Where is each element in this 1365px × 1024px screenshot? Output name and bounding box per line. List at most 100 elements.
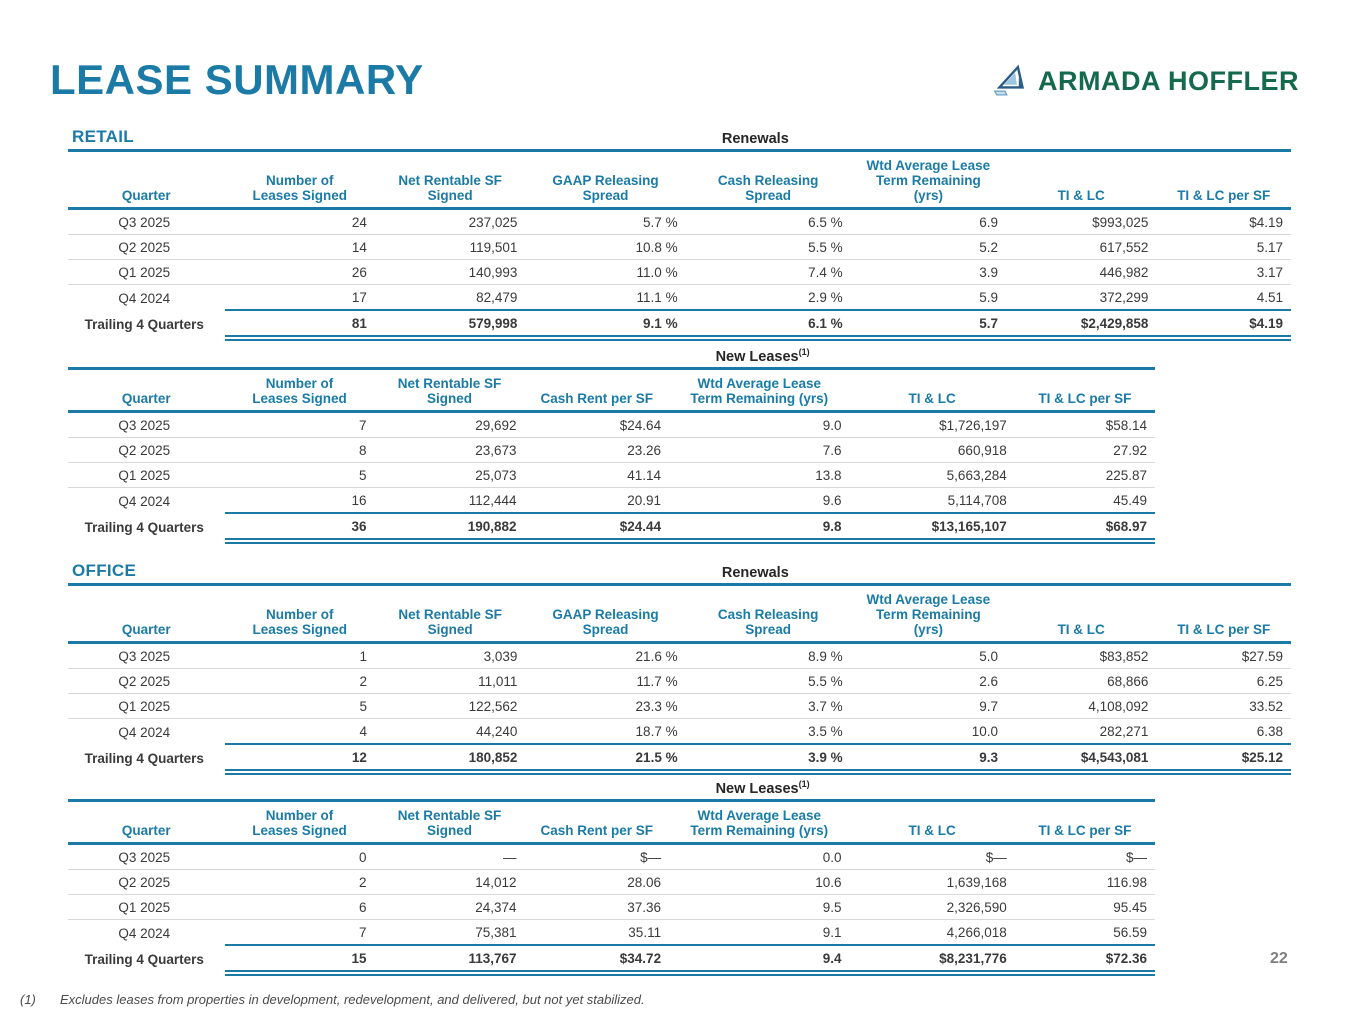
cell: 2.6 — [850, 668, 1006, 695]
table-row: Q1 2025 6 24,374 37.36 9.5 2,326,590 95.45 — [68, 894, 1155, 921]
header-row: Quarter Number of Leases Signed Net Rentab… — [68, 584, 1291, 645]
cell: Trailing 4 Quarters — [84, 751, 204, 767]
cell: Q4 2024 — [118, 290, 171, 306]
cell: 7 — [224, 919, 375, 946]
cell: 9.5 — [669, 894, 850, 921]
table-title-text: Renewals — [721, 131, 789, 147]
table-row: Q1 2025 5 25,073 41.14 13.8 5,663,284 225.87 — [68, 462, 1155, 489]
cell: $58.14 — [1014, 411, 1155, 439]
cell: $72.36 — [1014, 944, 1155, 977]
cell: 27.92 — [1014, 437, 1155, 464]
table-row: Q3 2025 0— $— 0.0 $— $— — [68, 843, 1155, 871]
cell: 5.2 — [850, 234, 1006, 261]
cell: 5.7 — [850, 309, 1006, 342]
cell: 16 — [224, 487, 375, 514]
cell: 68,866 — [1005, 668, 1157, 695]
column-header: Number of Leases Signed — [224, 150, 375, 211]
table-row: Q2 2025 2 11,011 11.7 % 5.5 % 2.6 68,866 6.25 — [68, 668, 1291, 695]
office-renewals-table: Quarter Number of Leases Signed Net Rentab… — [68, 583, 1291, 776]
section-label-retail: RETAIL — [72, 127, 134, 146]
table-row: Q3 2025 24 237,025 5.7 % 6.5 % 6.9 $993,025 $4.… — [68, 208, 1291, 236]
cell: 15 — [224, 944, 375, 977]
cell: 5.7 % — [525, 208, 686, 236]
table-row: Q4 2024 7 75,381 35.11 9.1 4,266,018 56.59 — [68, 919, 1155, 946]
cell: 282,271 — [1005, 718, 1157, 745]
section-label-office: OFFICE — [72, 561, 137, 580]
cell: 4.51 — [1156, 284, 1291, 311]
totals-row: Trailing 4 Quarters 36 190,882 $24.44 9.8 $13… — [68, 512, 1155, 545]
cell: $83,852 — [1005, 642, 1157, 670]
cell: Q1 2025 — [68, 259, 225, 286]
cell: $4.19 — [1156, 309, 1291, 342]
cell: 180,852 — [374, 743, 526, 776]
cell: 5.0 — [850, 642, 1006, 670]
header-row: Quarter Number of Leases Signed Net Rentab… — [68, 368, 1155, 414]
column-header: TI & LC — [849, 368, 1015, 414]
cell: 5.9 — [850, 284, 1006, 311]
cell: Q1 2025 — [68, 693, 225, 720]
cell: 446,982 — [1005, 259, 1157, 286]
cell: Q4 2024 — [118, 925, 171, 941]
logo-text: ARMADA HOFFLER — [1038, 65, 1299, 96]
table-row: Q3 2025 7 29,692 $24.64 9.0 $1,726,197 $58.14 — [68, 411, 1155, 439]
totals-row: Trailing 4 Quarters 12 180,852 21.5 % 3.9 % 9… — [68, 743, 1291, 776]
cell: 237,025 — [374, 208, 526, 236]
cell: $68.97 — [1014, 512, 1155, 545]
cell: $— — [849, 843, 1015, 871]
cell: 6 — [224, 894, 375, 921]
cell: 9.7 — [850, 693, 1006, 720]
office-renewals-section: OFFICE Renewals Quarter Number of Leases … — [68, 558, 1291, 776]
cell: 11.7 % — [525, 668, 686, 695]
table-row: Q2 2025 2 14,012 28.06 10.6 1,639,168 116.98 — [68, 869, 1155, 896]
cell: Q4 2024 — [118, 493, 171, 509]
table-row: Q3 2025 1 3,039 21.6 % 8.9 % 5.0 $83,852 $27.59 — [68, 642, 1291, 670]
table-row: Q1 2025 5 122,562 23.3 % 3.7 % 9.7 4,108,092 33… — [68, 693, 1291, 720]
cell: 0 — [224, 843, 375, 871]
cell: $993,025 — [1005, 208, 1157, 236]
column-header: Net Rentable SF Signed — [374, 584, 526, 645]
office-renewals-head: OFFICE Renewals — [68, 558, 1291, 583]
cell: 7.6 — [669, 437, 850, 464]
cell: 23,673 — [374, 437, 525, 464]
cell: 660,918 — [849, 437, 1015, 464]
cell: 6.5 % — [685, 208, 851, 236]
cell: $27.59 — [1156, 642, 1291, 670]
cell: 8.9 % — [685, 642, 851, 670]
cell: 28.06 — [524, 869, 670, 896]
cell: Q3 2025 — [68, 208, 225, 236]
cell: $25.12 — [1156, 743, 1291, 776]
cell: 25,073 — [374, 462, 525, 489]
cell: 579,998 — [374, 309, 526, 342]
cell: 5.17 — [1156, 234, 1291, 261]
cell: 1,639,168 — [849, 869, 1015, 896]
column-header: TI & LC per SF — [1014, 800, 1155, 846]
column-header: Quarter — [68, 150, 225, 211]
footnote-ref: (1) — [798, 347, 810, 358]
cell: 9.1 — [669, 919, 850, 946]
table-row: Q1 2025 26 140,993 11.0 % 7.4 % 3.9 446,982 3.1… — [68, 259, 1291, 286]
cell: 140,993 — [374, 259, 526, 286]
cell: 112,444 — [374, 487, 525, 514]
cell: Q2 2025 — [68, 869, 225, 896]
cell: 9.8 — [669, 512, 850, 545]
cell: 119,501 — [374, 234, 526, 261]
cell: 10.6 — [669, 869, 850, 896]
retail-new-leases-section: New Leases(1) Quarter Number of Leases Si… — [68, 342, 1155, 545]
cell: 190,882 — [374, 512, 525, 545]
column-header: Number of Leases Signed — [224, 800, 375, 846]
cell: 5 — [224, 693, 375, 720]
cell: 21.6 % — [525, 642, 686, 670]
cell: 75,381 — [374, 919, 525, 946]
cell: Trailing 4 Quarters — [84, 317, 204, 333]
cell: 24 — [224, 208, 375, 236]
column-header: Wtd Average Lease Term Remaining (yrs) — [850, 584, 1006, 645]
table-row: Q4 2024 4 44,240 18.7 % 3.5 % 10.0 282,271 6.38 — [68, 718, 1291, 745]
cell: 0.0 — [669, 843, 850, 871]
column-header: Quarter — [68, 800, 225, 846]
cell: $— — [1014, 843, 1155, 871]
cell: 44,240 — [374, 718, 526, 745]
cell: 35.11 — [524, 919, 670, 946]
cell: 37.36 — [524, 894, 670, 921]
footnote-text: Excludes leases from properties in devel… — [60, 992, 645, 1007]
cell: 14,012 — [374, 869, 525, 896]
